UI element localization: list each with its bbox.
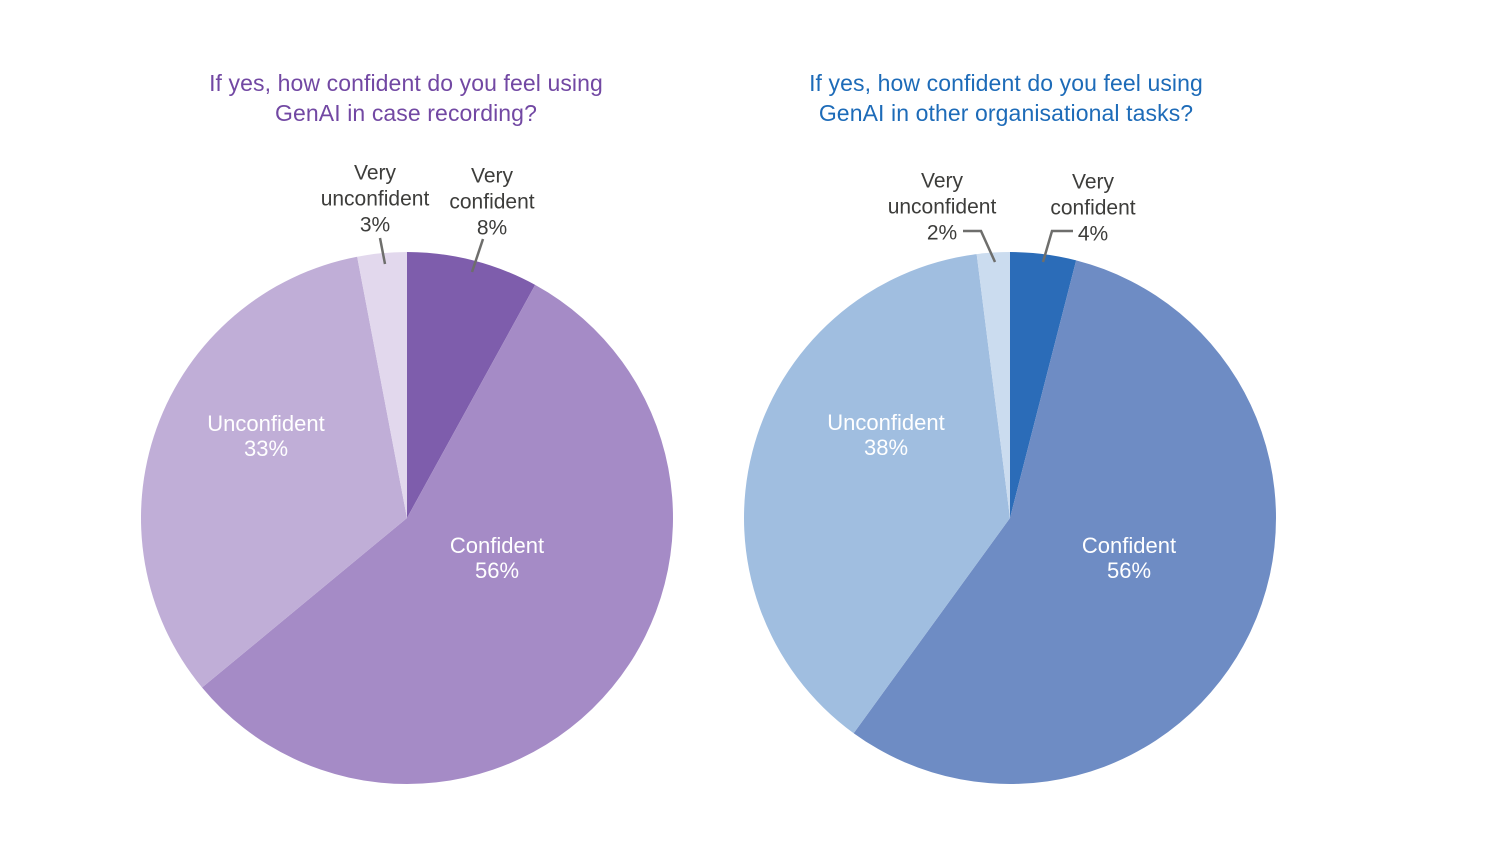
organisational-tasks-pie: Very confident 4% Confident 56% Unconfident 38… <box>744 169 1277 785</box>
chart-title-line: If yes, how confident do you feel using <box>209 70 603 96</box>
pie-slice-very-confident <box>407 252 536 518</box>
slice-label-very-confident: Very confident 8% <box>449 164 534 239</box>
slice-label-unconfident: Unconfident 33% <box>207 411 324 461</box>
chart-title-organisational-tasks: If yes, how confident do you feel using … <box>809 68 1203 128</box>
leader-line-very-unconfident <box>963 229 997 263</box>
chart-title-case-recording: If yes, how confident do you feel using … <box>209 68 603 128</box>
case-recording-pie: Very confident 8% Confident 56% Unconfident 33… <box>140 161 673 784</box>
slice-label-very-unconfident: Very unconfident 2% <box>888 169 997 244</box>
slice-label-confident: Confident 56% <box>450 533 544 583</box>
pie-slice-unconfident <box>140 256 407 688</box>
pie-slice-confident <box>202 284 673 784</box>
pie-slice-very-unconfident <box>976 252 1010 518</box>
pie-slice-unconfident <box>744 254 1010 734</box>
slice-label-very-confident: Very confident 4% <box>1050 170 1135 245</box>
leader-line-very-confident <box>470 238 485 273</box>
pie-slice-very-confident <box>1010 252 1077 518</box>
pie-slice-confident <box>853 260 1277 785</box>
leader-line-very-confident <box>1041 229 1073 263</box>
chart-title-line: GenAI in other organisational tasks? <box>818 100 1194 126</box>
chart-title-line: If yes, how confident do you feel using <box>809 70 1203 96</box>
leader-line-very-unconfident <box>378 237 387 265</box>
chart-title-line: GenAI in case recording? <box>275 100 537 126</box>
slice-label-very-unconfident: Very unconfident 3% <box>321 161 430 236</box>
slice-label-unconfident: Unconfident 38% <box>827 410 944 460</box>
pie-slice-very-unconfident <box>357 252 407 518</box>
slice-label-confident: Confident 56% <box>1082 533 1176 583</box>
